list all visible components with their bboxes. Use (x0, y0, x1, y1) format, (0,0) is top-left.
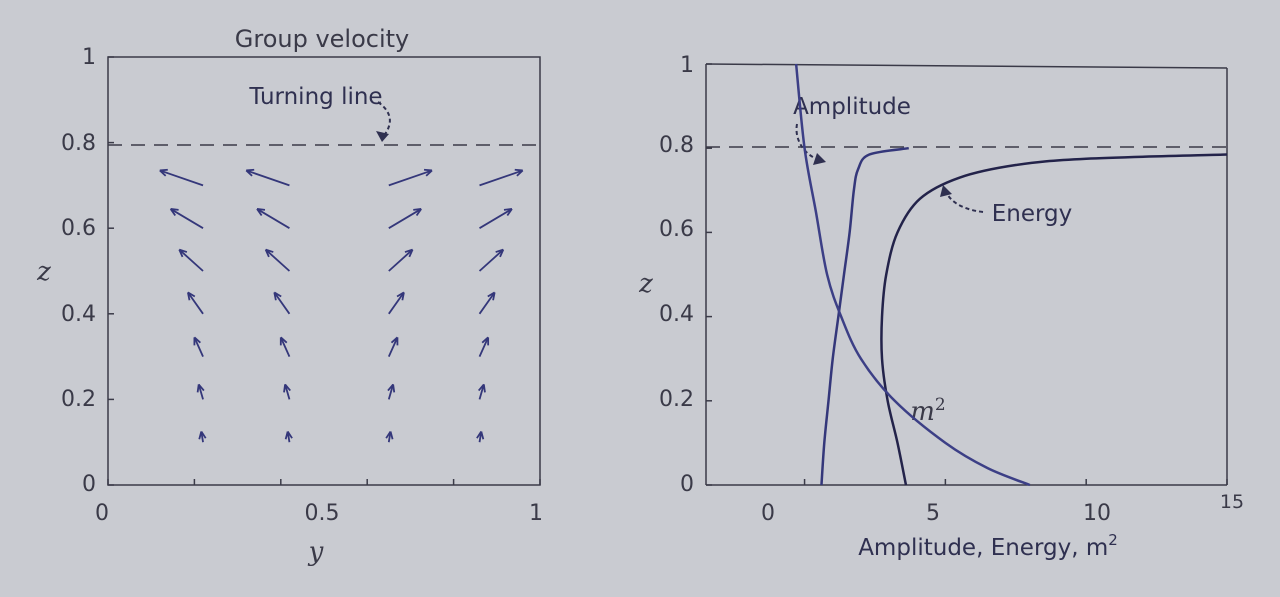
quiver-arrow (179, 250, 203, 271)
quiver-arrow (388, 384, 394, 399)
quiver-arrows (108, 57, 540, 485)
energy-pointer (946, 192, 983, 212)
quiver-arrow (389, 170, 432, 186)
quiver-arrow (286, 432, 292, 443)
m2-label: m2 (910, 395, 945, 427)
quiver-arrow (480, 209, 512, 228)
right-ytick-0.2: 0.2 (659, 387, 694, 412)
quiver-arrow (389, 337, 398, 356)
right-xtick-15: 15 (1220, 491, 1244, 513)
right-ytick-1: 1 (680, 53, 694, 78)
quiver-arrow (194, 337, 203, 356)
right-xtick-10: 10 (1083, 501, 1111, 526)
left-xtick-1: 1 (529, 501, 543, 526)
quiver-arrow (480, 292, 495, 313)
left-xtick-0.5: 0.5 (305, 501, 340, 526)
left-title: Group velocity (235, 25, 410, 53)
profiles-panel: 0 0.2 0.4 0.6 0.8 1 0 5 10 15 Amplitude,… (638, 53, 1244, 561)
left-ytick-0: 0 (82, 472, 96, 497)
right-ytick-0: 0 (680, 472, 694, 497)
right-xtick-0: 0 (761, 501, 775, 526)
quiver-arrow (274, 292, 289, 313)
quiver-arrow (171, 209, 203, 228)
quiver-arrow (281, 337, 290, 356)
quiver-arrow (199, 432, 205, 443)
quiver-arrow (284, 384, 290, 399)
right-xlabel-main: Amplitude, Energy, m (858, 535, 1108, 561)
quiver-arrow (266, 250, 290, 271)
right-ytick-0.8: 0.8 (659, 133, 694, 158)
right-xlabel-sup: 2 (1108, 531, 1118, 549)
quiver-arrow (480, 337, 489, 356)
quiver-arrow (198, 384, 204, 399)
m2-label-sup: 2 (935, 395, 946, 415)
energy-label: Energy (992, 201, 1073, 227)
right-ylabel: z (638, 269, 653, 299)
profile-curves (706, 64, 1227, 485)
quiver-arrow (257, 209, 289, 228)
left-ytick-0.4: 0.4 (61, 302, 96, 327)
right-ytick-0.6: 0.6 (659, 217, 694, 242)
turning-line-label: Turning line (248, 84, 382, 110)
quiver-arrow (479, 384, 485, 399)
quiver-arrow (477, 432, 483, 443)
right-ytick-0.4: 0.4 (659, 302, 694, 327)
left-axes-frame (108, 57, 540, 485)
left-xtick-0: 0 (95, 501, 109, 526)
right-xlabel: Amplitude, Energy, m2 (858, 531, 1118, 561)
left-ytick-0.8: 0.8 (61, 131, 96, 156)
amplitude-label: Amplitude (793, 94, 911, 120)
quiver-arrow (188, 292, 203, 313)
group-velocity-panel: Group velocity Turning line 0 0.2 0.4 0.… (36, 25, 543, 567)
quiver-arrow (389, 209, 421, 228)
amplitude-pointer-head (813, 153, 826, 165)
m2-label-main: m (910, 397, 935, 427)
left-ytick-0.6: 0.6 (61, 216, 96, 241)
left-ytick-0.2: 0.2 (61, 387, 96, 412)
right-xtick-5: 5 (926, 501, 940, 526)
left-ylabel: z (36, 257, 51, 287)
left-xlabel: y (308, 537, 324, 567)
energy-pointer-head (940, 185, 952, 197)
quiver-arrow (386, 432, 392, 443)
right-top-axis (706, 64, 1227, 68)
quiver-arrow (389, 250, 413, 271)
quiver-arrow (246, 170, 289, 186)
quiver-arrow (160, 170, 203, 186)
quiver-arrow (480, 250, 504, 271)
quiver-arrow (480, 170, 523, 186)
quiver-arrow (389, 292, 404, 313)
left-ytick-1: 1 (82, 45, 96, 70)
